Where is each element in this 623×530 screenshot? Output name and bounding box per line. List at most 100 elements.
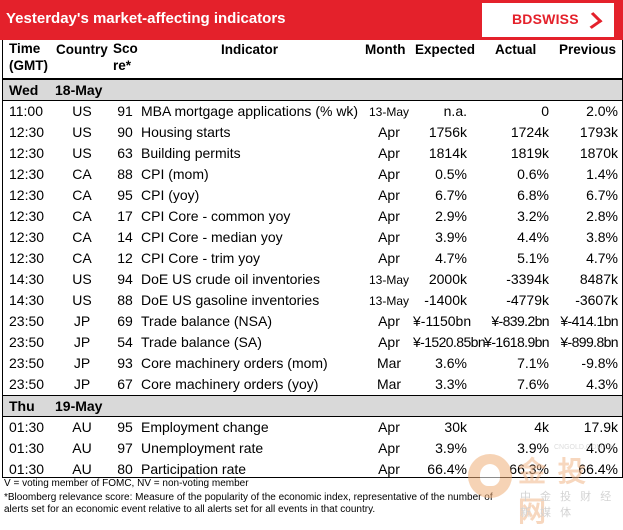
expected-cell: 1814k (428, 145, 467, 161)
actual-cell: 5.1% (517, 250, 549, 266)
country-cell: US (72, 124, 92, 140)
expected-cell: 3.9% (435, 440, 467, 456)
indicator-cell: CPI Core - common yoy (141, 208, 291, 224)
time-cell: 01:30 (9, 440, 45, 456)
time-cell: 23:50 (9, 376, 45, 392)
country-cell: CA (72, 250, 92, 266)
actual-cell: 3.9% (517, 440, 549, 456)
country-cell: US (72, 271, 92, 287)
actual-cell: 1819k (510, 145, 549, 161)
expected-cell: 3.6% (435, 355, 467, 371)
score-cell: 94 (117, 271, 133, 287)
col-country-header: Country (56, 42, 108, 57)
table-row: 01:30 AU 97 Unemployment rate Apr 3.9% 3.9% 4.0… (3, 438, 622, 459)
title-bar: Yesterday's market-affecting indicators … (0, 0, 623, 40)
month-cell: Apr (378, 166, 400, 182)
country-cell: CA (72, 229, 92, 245)
time-cell: 12:30 (9, 166, 45, 182)
country-cell: JP (73, 313, 91, 329)
indicator-cell: CPI (yoy) (141, 187, 200, 203)
time-cell: 12:30 (9, 124, 45, 140)
actual-cell: 6.8% (517, 187, 549, 203)
previous-cell: 2.0% (586, 103, 618, 119)
previous-cell: 17.9k (583, 419, 618, 435)
score-cell: 69 (117, 313, 133, 329)
indicator-cell: Trade balance (SA) (141, 334, 262, 350)
time-cell: 23:50 (9, 355, 45, 371)
actual-cell: 0.6% (517, 166, 549, 182)
watermark-url: CNGOLD.COM.CN (554, 444, 615, 451)
score-cell: 97 (117, 440, 133, 456)
indicator-cell: Unemployment rate (141, 440, 264, 456)
indicators-table: Time (GMT) Country Sco re* Indicator Mon… (2, 40, 623, 478)
time-cell: 11:00 (9, 103, 43, 119)
month-cell: Apr (378, 250, 400, 266)
table-row: 23:50 JP 93 Core machinery orders (mom) Mar 3… (3, 353, 622, 374)
table-row: 23:50 JP 69 Trade balance (NSA) Apr ¥-1150bn ¥… (3, 311, 622, 332)
country-cell: JP (73, 376, 91, 392)
watermark-logo-icon (468, 454, 512, 498)
day-name: Thu (9, 398, 35, 414)
table-row: 12:30 CA 12 CPI Core - trim yoy Apr 4.7% 5.1% 4… (3, 248, 622, 269)
day-date: 19-May (55, 398, 103, 414)
country-cell: AU (72, 419, 92, 435)
score-cell: 90 (117, 124, 133, 140)
previous-cell: -3607k (575, 292, 618, 308)
indicator-cell: DoE US crude oil inventories (141, 271, 320, 287)
score-cell: 12 (117, 250, 133, 266)
score-cell: 93 (117, 355, 133, 371)
previous-cell: 4.0% (586, 440, 618, 456)
score-cell: 17 (117, 208, 133, 224)
expected-cell: 1756k (428, 124, 467, 140)
previous-cell: -9.8% (581, 355, 618, 371)
expected-cell: 0.5% (435, 166, 467, 182)
expected-cell: 4.7% (435, 250, 467, 266)
table-row: 12:30 CA 14 CPI Core - median yoy Apr 3.9% 4.4… (3, 227, 622, 248)
footnote-score-1: *Bloomberg relevance score: Measure of t… (4, 492, 493, 503)
score-cell: 54 (117, 334, 133, 350)
table-row: 12:30 US 90 Housing starts Apr 1756k 1724k 1793… (3, 122, 622, 143)
expected-cell: 66.4% (427, 461, 467, 477)
month-cell: 13-May (368, 273, 409, 287)
actual-cell: ¥-839.2bn (491, 313, 549, 329)
expected-cell: 3.9% (435, 229, 467, 245)
actual-cell: ¥-1618.9bn (484, 334, 549, 350)
score-cell: 95 (117, 187, 133, 203)
time-cell: 12:30 (9, 208, 45, 224)
expected-cell: ¥-1520.85bn (413, 334, 486, 350)
watermark: CNGOLD.COM.CN 金 投 网 中 金 投 财 经 新 媒 体 (468, 444, 618, 527)
previous-cell: 4.3% (586, 376, 618, 392)
actual-cell: -4779k (506, 292, 549, 308)
indicator-cell: MBA mortgage applications (% wk) (141, 103, 359, 119)
actual-cell: 7.1% (517, 355, 549, 371)
table-row: 14:30 US 88 DoE US gasoline inventories 13-M… (3, 290, 622, 311)
col-time-header: Time (GMT) (9, 41, 48, 73)
previous-cell: 1870k (579, 145, 618, 161)
table-row: 01:30 AU 80 Participation rate Apr 66.4% 66.3%… (3, 459, 622, 480)
footnote-voting: V = voting member of FOMC, NV = non-voti… (4, 478, 249, 489)
previous-cell: ¥-899.8bn (560, 334, 618, 350)
score-cell: 14 (117, 229, 133, 245)
table-row: 12:30 CA 95 CPI (yoy) Apr 6.7% 6.8% 6.7% (3, 185, 622, 206)
month-cell: 13-May (368, 105, 409, 119)
expected-cell: 30k (444, 419, 467, 435)
col-actual-header: Actual (495, 42, 537, 57)
indicator-cell: Core machinery orders (yoy) (141, 376, 319, 392)
country-cell: CA (72, 208, 92, 224)
table-row: 14:30 US 94 DoE US crude oil inventories 13-… (3, 269, 622, 290)
score-cell: 88 (117, 166, 133, 182)
month-cell: Apr (378, 440, 400, 456)
col-month-header: Month (365, 42, 406, 57)
time-cell: 12:30 (9, 229, 45, 245)
score-cell: 88 (117, 292, 133, 308)
previous-cell: 8487k (579, 271, 618, 287)
col-score-header: Sco re* (113, 41, 138, 73)
table-row: 23:50 JP 67 Core machinery orders (yoy) Mar 3… (3, 374, 622, 395)
previous-cell: 1.4% (586, 166, 618, 182)
actual-cell: 3.2% (517, 208, 549, 224)
expected-cell: n.a. (443, 103, 467, 119)
time-cell: 14:30 (9, 271, 45, 287)
month-cell: Apr (378, 313, 400, 329)
header-divider (3, 78, 622, 79)
actual-cell: 0 (541, 103, 549, 119)
